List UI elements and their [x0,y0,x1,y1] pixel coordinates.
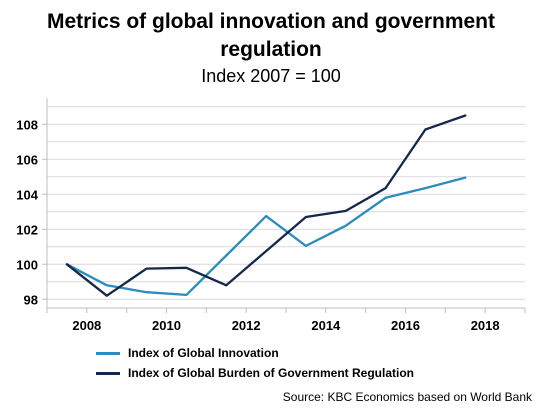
legend: Index of Global Innovation Index of Glob… [96,343,414,383]
x-tick-label: 2008 [72,318,101,333]
x-tick-label: 2014 [311,318,341,333]
legend-swatch-innovation [96,351,120,355]
legend-item-innovation: Index of Global Innovation [96,343,414,363]
x-tick-label: 2018 [471,318,500,333]
legend-label-innovation: Index of Global Innovation [128,346,279,360]
gridlines [47,106,525,300]
x-tick-label: 2012 [232,318,261,333]
axes [42,98,526,313]
legend-label-regulation: Index of Global Burden of Government Reg… [128,366,415,380]
y-tick-label: 100 [16,257,38,272]
legend-swatch-regulation [96,371,120,375]
series-lines [65,114,467,297]
source-note: Source: KBC Economics based on World Ban… [282,390,532,404]
x-tick-label: 2016 [391,318,420,333]
series-line-0 [65,176,467,297]
tick-labels: 98 100 102 104 106 108 2008 2010 2012 2014 2016 201… [16,117,499,333]
y-tick-label: 102 [16,222,38,237]
y-tick-label: 108 [16,117,38,132]
y-tick-label: 98 [24,292,38,307]
chart-title: Metrics of global innovation and governm… [46,10,496,61]
chart-subtitle: Index 2007 = 100 [201,66,341,86]
legend-item-regulation: Index of Global Burden of Government Reg… [96,363,414,383]
y-tick-label: 106 [16,152,38,167]
x-tick-label: 2010 [152,318,181,333]
series-line-1 [65,114,467,297]
y-tick-label: 104 [16,187,38,202]
